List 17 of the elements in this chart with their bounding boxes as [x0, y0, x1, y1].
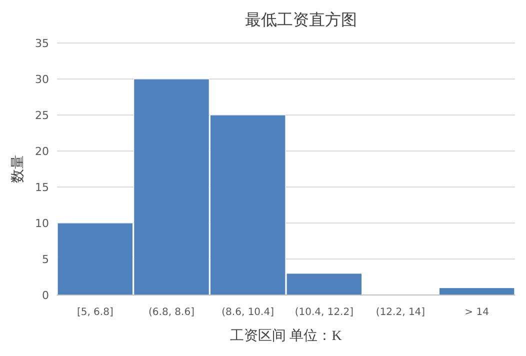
title: 最低工资直方图 [245, 12, 357, 29]
ytick: 15 [35, 181, 49, 194]
ylabel: 数量 [11, 155, 26, 183]
ytick: 10 [35, 217, 49, 230]
ytick: 35 [35, 37, 49, 50]
ytick: 30 [35, 73, 49, 86]
xlabel: 工资区间 单位：K [230, 329, 342, 344]
xtick: (8.6, 10.4] [222, 307, 274, 318]
xtick: (12.2, 14] [376, 307, 426, 318]
ytick: 0 [42, 289, 49, 302]
ytick: 25 [35, 109, 49, 122]
xtick: (10.4, 12.2] [294, 307, 354, 318]
xtick: [5, 6.8] [76, 307, 114, 318]
ytick: 5 [42, 253, 49, 266]
ytick: 20 [35, 145, 49, 158]
xtick: (6.8, 8.6] [148, 307, 194, 318]
xtick: > 14 [464, 307, 489, 318]
